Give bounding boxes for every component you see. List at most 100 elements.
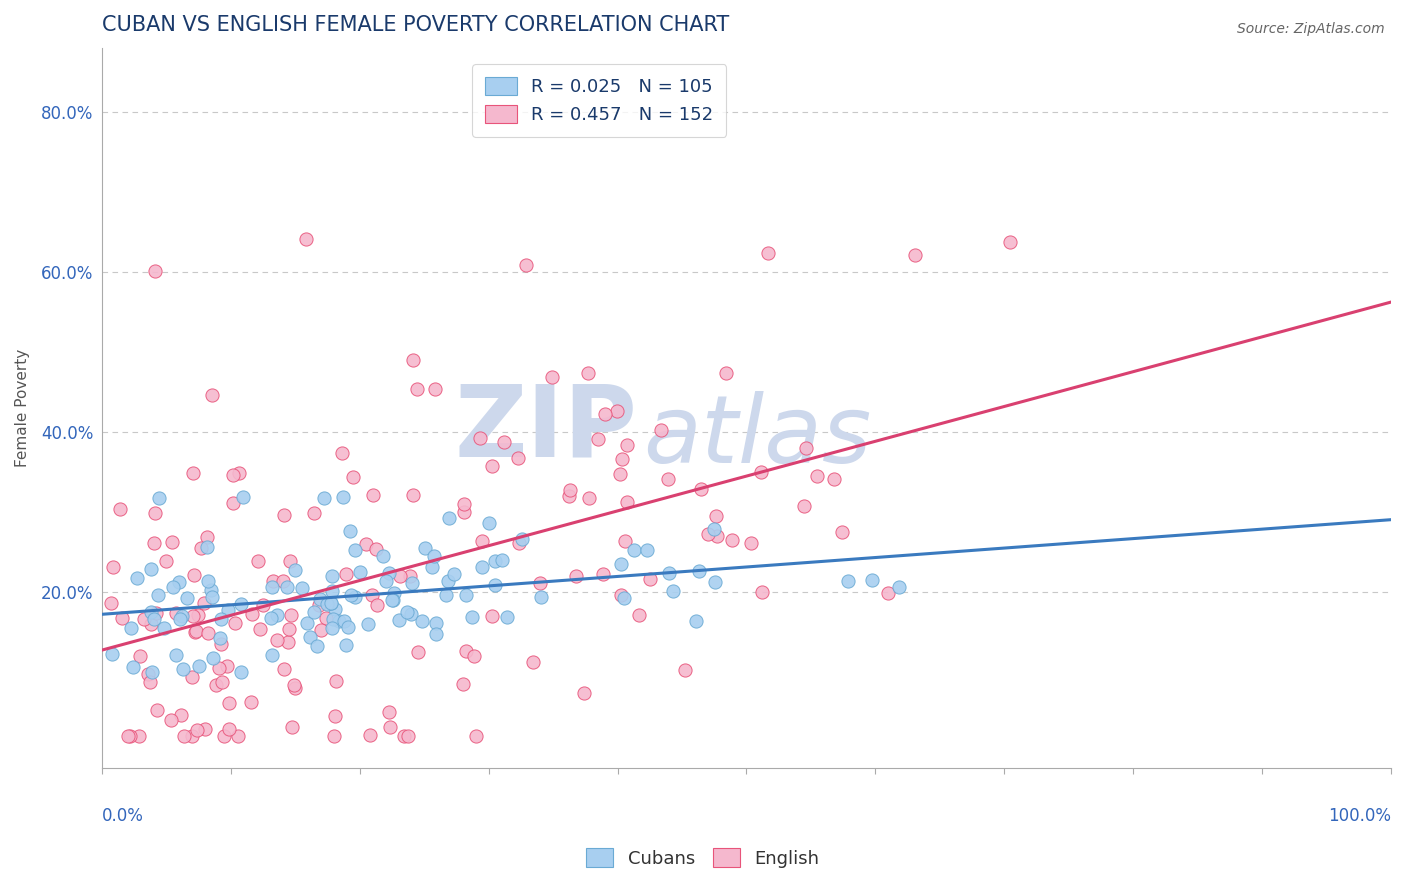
Point bbox=[508, 450, 530, 465]
Point bbox=[529, 576, 551, 591]
Point bbox=[229, 665, 252, 679]
Text: CUBAN VS ENGLISH FEMALE POVERTY CORRELATION CHART: CUBAN VS ENGLISH FEMALE POVERTY CORRELAT… bbox=[103, 15, 730, 35]
Point bbox=[321, 621, 343, 635]
Point bbox=[101, 560, 124, 574]
Point bbox=[325, 602, 347, 616]
Point bbox=[823, 472, 845, 486]
Point bbox=[904, 247, 927, 261]
Point bbox=[877, 586, 900, 600]
Point bbox=[381, 593, 404, 607]
Point bbox=[172, 662, 194, 676]
Point bbox=[240, 607, 263, 622]
Point bbox=[278, 554, 301, 568]
Point bbox=[394, 729, 416, 743]
Point bbox=[321, 584, 343, 599]
Point bbox=[218, 696, 240, 710]
Point bbox=[209, 612, 232, 626]
Point bbox=[831, 524, 853, 539]
Point bbox=[160, 534, 183, 549]
Point bbox=[609, 467, 631, 481]
Point bbox=[146, 703, 169, 717]
Point bbox=[138, 666, 160, 681]
Point bbox=[229, 597, 252, 611]
Point bbox=[139, 617, 162, 632]
Point bbox=[246, 554, 269, 568]
Point bbox=[153, 621, 176, 635]
Point bbox=[125, 571, 148, 585]
Point bbox=[266, 632, 288, 647]
Point bbox=[606, 404, 628, 418]
Point bbox=[228, 467, 250, 481]
Text: Source: ZipAtlas.com: Source: ZipAtlas.com bbox=[1237, 22, 1385, 37]
Point bbox=[706, 529, 728, 543]
Point bbox=[304, 605, 326, 619]
Y-axis label: Female Poverty: Female Poverty bbox=[15, 349, 30, 467]
Point bbox=[311, 624, 333, 638]
Point bbox=[436, 574, 458, 588]
Point bbox=[508, 535, 530, 549]
Point bbox=[187, 659, 209, 673]
Point bbox=[281, 720, 304, 734]
Point bbox=[291, 581, 314, 595]
Point bbox=[402, 487, 425, 501]
Point bbox=[262, 574, 284, 588]
Point bbox=[284, 563, 307, 577]
Point bbox=[837, 574, 859, 589]
Point bbox=[139, 605, 162, 619]
Point bbox=[260, 580, 283, 594]
Point bbox=[145, 607, 167, 621]
Point bbox=[614, 534, 637, 549]
Point bbox=[160, 713, 183, 727]
Point bbox=[420, 560, 443, 574]
Point bbox=[662, 584, 685, 599]
Point bbox=[356, 536, 378, 550]
Point bbox=[616, 494, 638, 508]
Point bbox=[685, 614, 707, 628]
Point bbox=[302, 506, 325, 520]
Point bbox=[443, 566, 465, 581]
Point bbox=[217, 603, 239, 617]
Point bbox=[208, 661, 231, 675]
Point bbox=[704, 508, 727, 523]
Point bbox=[688, 564, 710, 578]
Point bbox=[195, 541, 218, 555]
Point bbox=[740, 536, 762, 550]
Point bbox=[143, 612, 166, 626]
Point bbox=[169, 707, 191, 722]
Point bbox=[315, 597, 337, 611]
Point bbox=[262, 648, 284, 662]
Point bbox=[134, 612, 156, 626]
Point bbox=[515, 258, 537, 272]
Point bbox=[155, 554, 177, 568]
Point bbox=[200, 388, 222, 402]
Point bbox=[186, 723, 208, 738]
Point bbox=[129, 648, 152, 663]
Point bbox=[860, 573, 883, 587]
Point bbox=[806, 469, 828, 483]
Point bbox=[190, 541, 212, 555]
Point bbox=[650, 423, 672, 437]
Point bbox=[201, 591, 224, 605]
Point bbox=[478, 516, 501, 530]
Point bbox=[628, 608, 651, 623]
Point bbox=[454, 588, 477, 602]
Point bbox=[197, 574, 219, 588]
Point bbox=[399, 568, 422, 582]
Point bbox=[299, 630, 322, 644]
Point bbox=[756, 245, 779, 260]
Point bbox=[278, 622, 301, 636]
Point bbox=[481, 458, 503, 473]
Point bbox=[396, 729, 419, 743]
Point bbox=[373, 549, 395, 563]
Point bbox=[703, 575, 725, 590]
Point bbox=[434, 588, 457, 602]
Point bbox=[558, 483, 581, 497]
Point bbox=[181, 466, 204, 480]
Point bbox=[484, 553, 506, 567]
Point bbox=[609, 557, 631, 571]
Point bbox=[423, 382, 446, 396]
Point bbox=[380, 720, 402, 734]
Point bbox=[406, 645, 429, 659]
Point bbox=[332, 490, 354, 504]
Point bbox=[308, 591, 330, 606]
